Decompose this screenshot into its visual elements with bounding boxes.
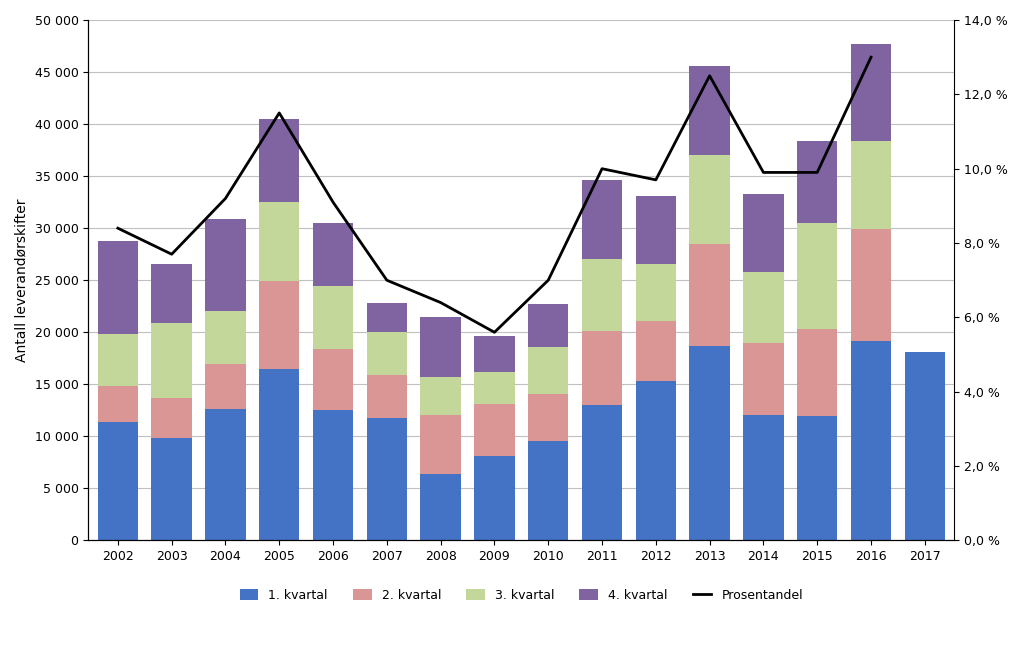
Bar — [151, 264, 192, 323]
Bar — [797, 329, 838, 415]
Bar — [797, 223, 838, 329]
Bar — [851, 341, 891, 540]
Prosentandel — [595, 165, 608, 173]
Bar — [690, 156, 729, 244]
Bar — [635, 381, 676, 540]
Bar — [635, 196, 676, 264]
Bar — [582, 405, 622, 540]
Bar — [420, 474, 460, 540]
Prosentandel — [757, 168, 769, 176]
Bar — [904, 352, 945, 540]
Y-axis label: Antall leverandørskifter: Antall leverandørskifter — [15, 198, 29, 362]
Prosentandel — [542, 277, 554, 285]
Prosentandel — [112, 224, 124, 232]
Bar — [206, 219, 246, 311]
Line: Prosentandel: Prosentandel — [118, 57, 871, 332]
Bar — [259, 119, 300, 202]
Bar — [151, 438, 192, 540]
Prosentandel — [704, 71, 716, 79]
Bar — [97, 240, 138, 335]
Bar — [366, 418, 407, 540]
Bar — [420, 415, 460, 474]
Bar — [582, 180, 622, 259]
Bar — [635, 321, 676, 381]
Bar — [797, 415, 838, 540]
Bar — [797, 141, 838, 223]
Prosentandel — [381, 277, 393, 285]
Bar — [851, 229, 891, 341]
Bar — [528, 347, 569, 393]
Prosentandel — [650, 176, 662, 184]
Bar — [366, 303, 407, 332]
Prosentandel — [864, 53, 877, 61]
Bar — [97, 422, 138, 540]
Bar — [206, 311, 246, 363]
Bar — [528, 304, 569, 347]
Bar — [744, 272, 784, 343]
Bar — [366, 375, 407, 418]
Bar — [475, 337, 515, 372]
Bar — [744, 343, 784, 415]
Bar — [151, 323, 192, 398]
Bar — [97, 386, 138, 422]
Prosentandel — [166, 250, 178, 259]
Bar — [259, 281, 300, 369]
Bar — [366, 332, 407, 375]
Bar — [97, 335, 138, 386]
Prosentandel — [811, 168, 824, 176]
Legend: 1. kvartal, 2. kvartal, 3. kvartal, 4. kvartal, Prosentandel: 1. kvartal, 2. kvartal, 3. kvartal, 4. k… — [234, 584, 808, 607]
Bar — [582, 259, 622, 331]
Bar — [475, 404, 515, 456]
Prosentandel — [488, 328, 500, 336]
Bar — [582, 331, 622, 405]
Prosentandel — [219, 194, 231, 202]
Bar — [475, 456, 515, 540]
Bar — [851, 44, 891, 141]
Bar — [744, 194, 784, 272]
Prosentandel — [327, 198, 340, 206]
Prosentandel — [435, 299, 447, 307]
Bar — [528, 441, 569, 540]
Bar — [313, 410, 353, 540]
Bar — [313, 223, 353, 287]
Bar — [744, 415, 784, 540]
Bar — [151, 398, 192, 438]
Bar — [420, 317, 460, 377]
Bar — [475, 372, 515, 404]
Bar — [259, 369, 300, 540]
Bar — [313, 349, 353, 410]
Bar — [206, 363, 246, 409]
Bar — [313, 287, 353, 349]
Bar — [635, 264, 676, 321]
Prosentandel — [273, 109, 285, 117]
Bar — [851, 141, 891, 229]
Bar — [420, 377, 460, 415]
Bar — [690, 346, 729, 540]
Bar — [690, 244, 729, 346]
Bar — [528, 393, 569, 441]
Bar — [690, 66, 729, 156]
Bar — [259, 202, 300, 281]
Bar — [206, 409, 246, 540]
